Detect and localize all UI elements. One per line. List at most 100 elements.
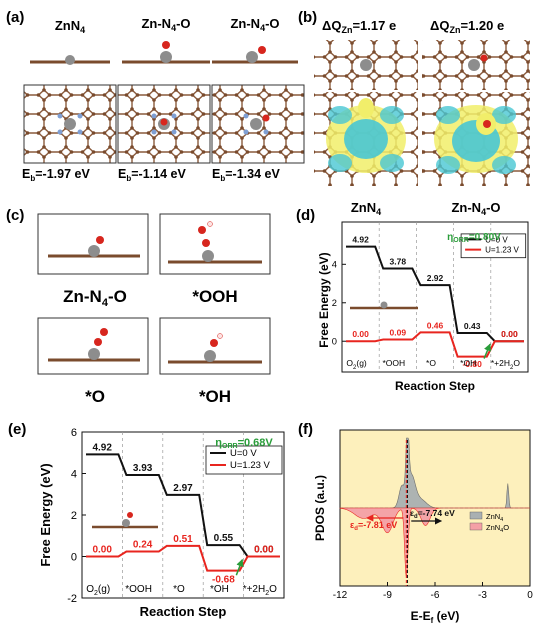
- y-tick-label: -2: [67, 593, 77, 605]
- charge-density-znn4o: [422, 92, 530, 186]
- category-label: O2(g): [86, 584, 110, 597]
- overpotential-d: ηORR=0.80V: [447, 232, 501, 244]
- panel-b-label-znn4: ZnN4: [351, 200, 381, 217]
- energy-label: 0.00: [352, 329, 369, 339]
- panel-d: (d) 4 2 0 4.92 3.78 2.92 0.43 0.00 0.00 0.09 0.46 -…: [296, 207, 529, 393]
- energy-label: 3.78: [390, 257, 407, 267]
- free-energy-plot-e: 6 4 2 0 -2 4.92 3.93 2.97 0.55 0.00 0.00 0.24 0.51 -0…: [67, 427, 283, 605]
- category-label: *O: [173, 584, 185, 595]
- energy-label: 4.92: [92, 442, 112, 453]
- y-tick-label: 2: [71, 510, 77, 522]
- zn-atom: [360, 59, 372, 71]
- energy-label: 0.00: [92, 545, 112, 556]
- legend-label: U=1.23 V: [485, 246, 519, 255]
- panel-a-title-2: Zn-N4-O: [141, 16, 190, 33]
- label-o: *O: [85, 387, 105, 406]
- energy-label: 4.92: [352, 235, 369, 245]
- category-label: O2(g): [346, 358, 366, 371]
- series-line-0: [346, 245, 524, 343]
- charge-density-znn4: [314, 92, 418, 186]
- x-tick-label: -9: [383, 590, 392, 601]
- side-view-znn4: [30, 55, 110, 65]
- panel-c-letter: (c): [6, 207, 24, 224]
- free-energy-plot-d: 4 2 0 4.92 3.78 2.92 0.43 0.00 0.00 0.09 0.46 -0.80…: [332, 222, 527, 372]
- panel-a-letter: (a): [6, 9, 24, 26]
- label-oh: *OH: [199, 387, 231, 406]
- structure-ooh: [159, 213, 271, 275]
- d-band-center-znn4: εd=-7.74 eV: [410, 508, 455, 520]
- energy-label: 2.97: [173, 483, 193, 494]
- energy-label: 3.93: [133, 463, 153, 474]
- panel-d-letter: (d): [296, 207, 315, 224]
- structure-oh: [159, 317, 271, 375]
- inset-structure-d: [350, 301, 418, 310]
- legend-label: U=1.23 V: [230, 460, 271, 471]
- limiting-step-arrow: [235, 558, 244, 576]
- charge-transfer-znn4: ΔQZn=1.17 e: [322, 18, 396, 35]
- x-axis-label-f: E-Ef (eV): [411, 609, 460, 625]
- legend-swatch-znn4: [469, 511, 483, 520]
- legend-f: ZnN4 ZnN4O: [469, 511, 509, 534]
- category-label: *OOH: [382, 358, 405, 368]
- energy-label: 0.00: [254, 545, 274, 556]
- energy-label: -0.68: [212, 575, 235, 586]
- category-label: *OH: [460, 358, 476, 368]
- panel-a: (a) ZnN4 Zn-N4-O Zn-N4-O: [6, 9, 305, 183]
- structure-znn4o: [37, 213, 149, 275]
- top-view-znn4: [23, 84, 117, 164]
- top-view-znn4o-2: [211, 84, 305, 164]
- legend-label: U=0 V: [230, 448, 257, 459]
- legend-swatch-znn4o: [469, 522, 483, 531]
- legend-label-znn4o: ZnN4O: [486, 523, 509, 534]
- top-view-znn4o-1: [117, 84, 211, 164]
- energy-label: 0.09: [390, 328, 407, 338]
- legend-box: [205, 445, 283, 475]
- y-tick-label: 6: [71, 427, 77, 439]
- d-band-center-znn4o: εd=-7.81 eV: [350, 520, 397, 532]
- x-tick-label: -12: [333, 590, 348, 601]
- category-label: *OH: [210, 584, 229, 595]
- series-line-0: [86, 453, 280, 558]
- energy-label: 2.92: [427, 273, 444, 283]
- energy-label: 0.43: [464, 321, 481, 331]
- energy-label: 0.24: [133, 540, 153, 551]
- y-tick-label: 0: [71, 552, 77, 564]
- panel-f: (f) -12 -9 -6 -3 0 ZnN4 ZnN4O PDOS (a.u.) E-…: [298, 421, 533, 625]
- category-label: *+2H2O: [491, 358, 520, 371]
- label-znn4o: Zn-N4-O: [63, 287, 127, 309]
- category-label: *OOH: [125, 584, 152, 595]
- panel-f-letter: (f): [298, 421, 313, 438]
- category-label: *O: [426, 358, 436, 368]
- y-tick-label: 2: [332, 298, 337, 308]
- x-tick-label: -3: [478, 590, 487, 601]
- energy-label: 0.00: [254, 545, 274, 556]
- side-view-znn4o-1: [122, 41, 210, 64]
- legend-label: U=0 V: [485, 235, 508, 244]
- x-tick-label: -6: [431, 590, 440, 601]
- energy-label: 0.46: [427, 320, 444, 330]
- panel-e: (e) 6 4 2 0 -2 4.92 3.93 2.97 0.55 0.00 0.00 0.24 0.…: [8, 421, 285, 619]
- y-axis-label-f: PDOS (a.u.): [313, 475, 327, 541]
- y-axis-label-d: Free Energy (eV): [317, 252, 331, 347]
- y-axis-label-e: Free Energy (eV): [38, 463, 53, 566]
- legend-label-znn4: ZnN4: [486, 512, 503, 523]
- limiting-step-arrow: [483, 343, 491, 359]
- energy-label: -0.80: [463, 359, 483, 369]
- energy-label: 0.55: [214, 533, 234, 544]
- binding-energy-2: Eb=-1.14 eV: [118, 167, 186, 183]
- binding-energy-3: Eb=-1.34 eV: [212, 167, 280, 183]
- panel-b-letter: (b): [298, 9, 317, 26]
- structure-o: [37, 317, 149, 375]
- panel-e-letter: (e): [8, 421, 26, 438]
- pdos-plot: -12 -9 -6 -3 0: [333, 437, 533, 601]
- series-line-1: [86, 544, 280, 572]
- inset-structure-e: [92, 512, 158, 529]
- panel-b-label-znn4o: Zn-N4-O: [451, 200, 500, 217]
- o-atom: [480, 54, 488, 62]
- panel-a-title-3: Zn-N4-O: [230, 16, 279, 33]
- charge-transfer-znn4o: ΔQZn=1.20 e: [430, 18, 504, 35]
- panel-c: (c) Zn-N4-O *OOH *O *OH: [6, 207, 271, 406]
- x-axis-label-e: Reaction Step: [140, 604, 227, 619]
- energy-label: 0.00: [501, 329, 518, 339]
- zn-atom: [468, 59, 480, 71]
